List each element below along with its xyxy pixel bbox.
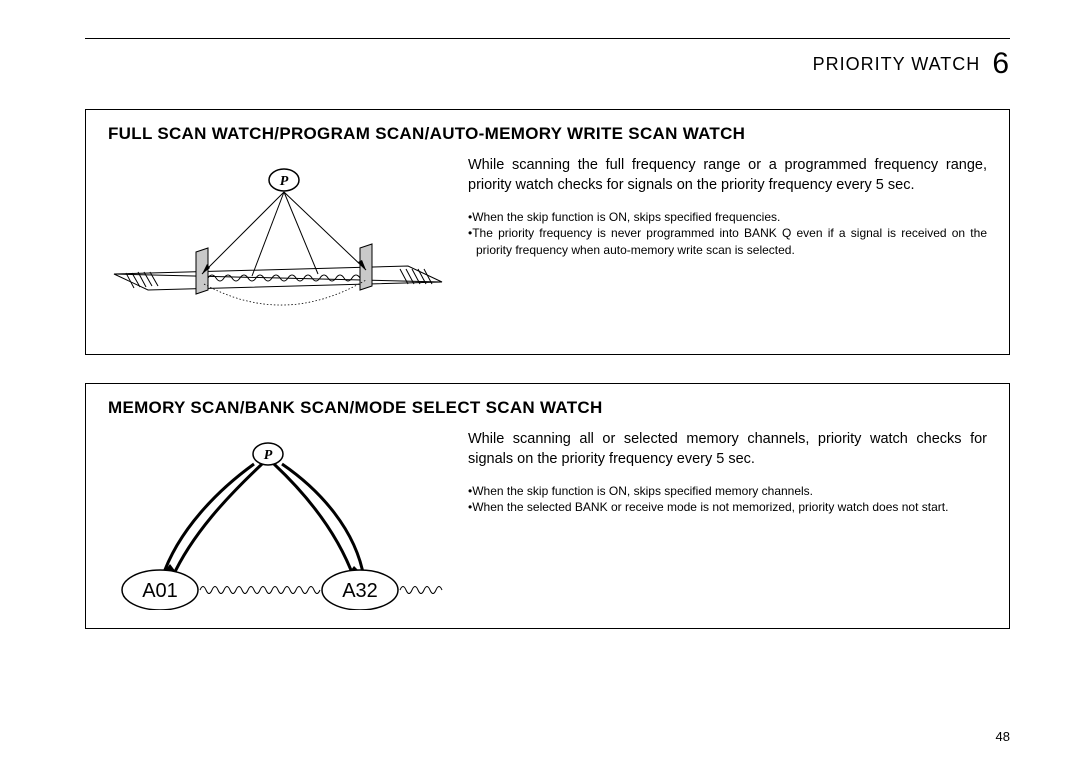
- p-label-1: P: [280, 174, 289, 189]
- panel1-lead: While scanning the full frequency range …: [468, 156, 987, 195]
- panel2-body: P A01 A32 While scanning all or selected…: [108, 430, 987, 610]
- panel1-bullet-1: •The priority frequency is never program…: [468, 225, 987, 257]
- panel2-diagram: P A01 A32: [108, 430, 448, 610]
- panel1-bullets: •When the skip function is ON, skips spe…: [468, 209, 987, 258]
- panel-full-scan: FULL SCAN WATCH/PROGRAM SCAN/AUTO-MEMORY…: [85, 109, 1010, 355]
- panel1-bullet-0: •When the skip function is ON, skips spe…: [468, 209, 987, 225]
- panel2-title: MEMORY SCAN/BANK SCAN/MODE SELECT SCAN W…: [108, 398, 987, 418]
- panel2-bullet-0: •When the skip function is ON, skips spe…: [468, 483, 987, 499]
- chapter-number: 6: [992, 47, 1010, 80]
- panel2-bullets: •When the skip function is ON, skips spe…: [468, 483, 987, 515]
- chapter-header: PRIORITY WATCH 6: [85, 47, 1010, 81]
- panel1-title: FULL SCAN WATCH/PROGRAM SCAN/AUTO-MEMORY…: [108, 124, 987, 144]
- panel1-text: While scanning the full frequency range …: [468, 156, 987, 258]
- panel2-lead: While scanning all or selected memory ch…: [468, 430, 987, 469]
- p-label-2: P: [264, 448, 273, 463]
- chapter-label: PRIORITY WATCH: [813, 54, 981, 74]
- panel2-text: While scanning all or selected memory ch…: [468, 430, 987, 516]
- a01-label: A01: [142, 580, 178, 602]
- panel1-body: P While scanning the full frequency rang…: [108, 156, 987, 336]
- page-number: 48: [996, 729, 1010, 744]
- panel-memory-scan: MEMORY SCAN/BANK SCAN/MODE SELECT SCAN W…: [85, 383, 1010, 629]
- panel2-bullet-1: •When the selected BANK or receive mode …: [468, 499, 987, 515]
- panel1-diagram: P: [108, 156, 448, 336]
- a32-label: A32: [342, 580, 378, 602]
- top-rule: [85, 38, 1010, 39]
